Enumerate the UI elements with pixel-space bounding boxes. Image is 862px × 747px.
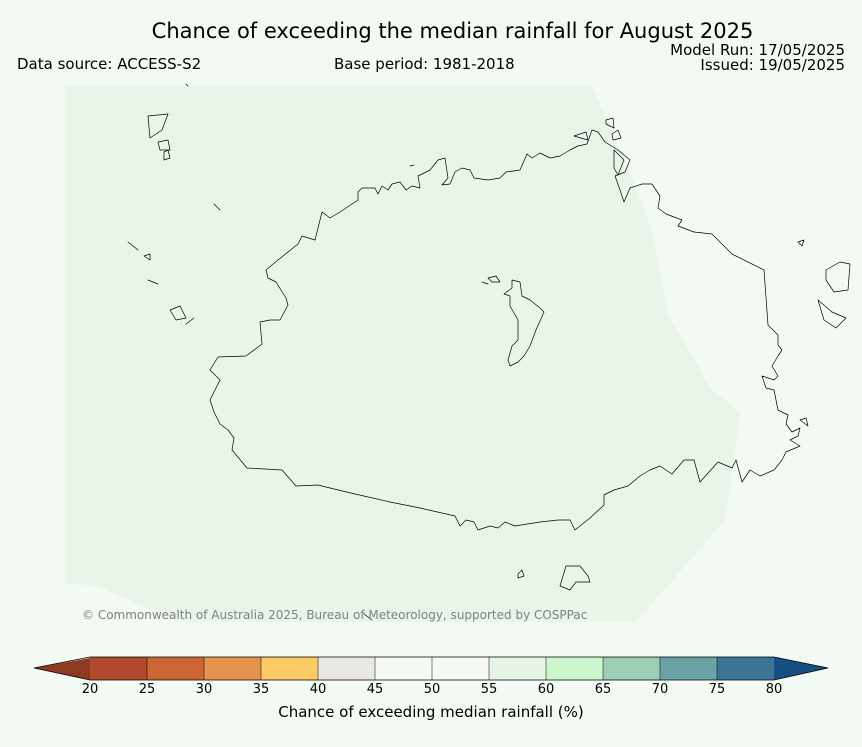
colorbar-bin-45-50 (375, 657, 432, 680)
coastline-central-island (481, 275, 545, 367)
colorbar-bin-65-70 (603, 657, 660, 680)
map-title: Chance of exceeding the median rainfall … (151, 19, 754, 43)
colorbar-bin-20-25 (90, 657, 147, 680)
colorbar-tick: 70 (651, 682, 669, 697)
colorbar-bin-35-40 (261, 657, 318, 680)
colorbar-tick: 30 (195, 682, 213, 697)
forecast-shading-region (65, 86, 740, 622)
data-source-label: Data source: ACCESS-S2 (17, 55, 202, 73)
colorbar-tick: 45 (366, 682, 384, 697)
colorbar-label: Chance of exceeding median rainfall (%) (278, 703, 584, 721)
colorbar-bin-60-65 (546, 657, 603, 680)
colorbar (33, 656, 829, 681)
coastline-vanua-levu (573, 117, 625, 176)
colorbar-bin-55-60 (489, 657, 546, 680)
coastline-east-islands (797, 239, 851, 427)
base-period-label: Base period: 1981-2018 (334, 55, 515, 73)
coastline-south-islands (363, 565, 591, 621)
colorbar-tick: 25 (138, 682, 156, 697)
copyright-notice: © Commonwealth of Australia 2025, Bureau… (82, 608, 588, 622)
colorbar-bin-30-35 (204, 657, 261, 680)
colorbar-tick: 65 (594, 682, 612, 697)
colorbar-tick: 40 (309, 682, 327, 697)
colorbar-tick: 55 (480, 682, 498, 697)
issued-date-label: Issued: 19/05/2025 (700, 56, 845, 74)
colorbar-tick: 50 (423, 682, 441, 697)
colorbar-tick: 35 (252, 682, 270, 697)
colorbar-bin-50-55 (432, 657, 489, 680)
colorbar-tick: 60 (537, 682, 555, 697)
colorbar-tick: 80 (765, 682, 783, 697)
colorbar-tick: 75 (708, 682, 726, 697)
colorbar-bin-25-30 (147, 657, 204, 680)
model-run-label: Model Run: 17/05/2025 (670, 41, 845, 59)
coastline-viti-levu (209, 129, 801, 531)
colorbar-bin-70-75 (660, 657, 717, 680)
colorbar-bin-40-45 (318, 657, 375, 680)
rainfall-map (65, 83, 851, 622)
colorbar-tick: 20 (81, 682, 99, 697)
colorbar-lower-extension (34, 658, 90, 680)
colorbar-bin-75-80 (717, 657, 774, 680)
coastline-west-islands (127, 83, 415, 325)
colorbar-upper-extension (774, 657, 828, 680)
